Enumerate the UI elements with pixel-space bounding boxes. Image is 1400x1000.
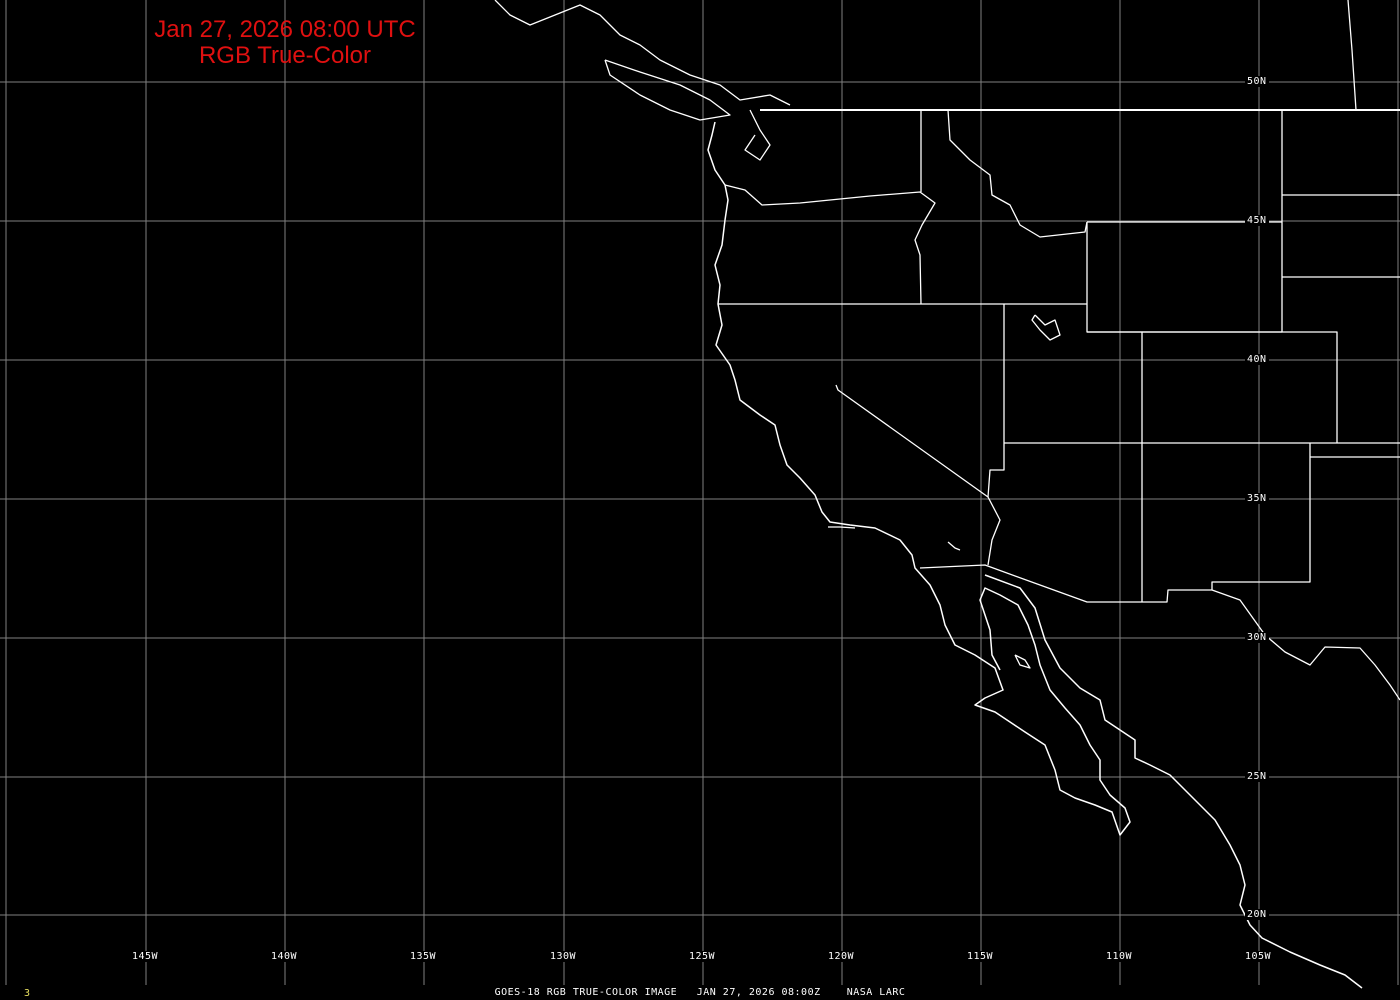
idaho-montana-border xyxy=(947,109,1088,238)
lon-label: 110W xyxy=(1104,951,1135,962)
lat-label: 50N xyxy=(1245,76,1269,87)
lon-label: 120W xyxy=(826,951,857,962)
boundaries xyxy=(494,0,1400,989)
frame-number: 3 xyxy=(24,988,31,999)
lat-label: 40N xyxy=(1245,354,1269,365)
lon-label: 125W xyxy=(687,951,718,962)
wyoming-border xyxy=(1086,222,1143,602)
ca-nv-diagonal xyxy=(835,384,1001,566)
great-salt-lake xyxy=(1031,314,1061,341)
lat-label: 20N xyxy=(1245,909,1269,920)
nm-east-border xyxy=(1211,443,1311,590)
nv-east-border xyxy=(987,304,1005,498)
wa-or-border xyxy=(724,184,936,305)
lake-salton xyxy=(947,541,961,551)
vancouver-island xyxy=(604,59,731,121)
gulf-islands xyxy=(1014,654,1031,669)
channel-islands xyxy=(828,526,856,529)
west-coast xyxy=(707,121,1131,836)
lat-label: 30N xyxy=(1245,632,1269,643)
image-caption: GOES-18 RGB TRUE-COLOR IMAGE JAN 27, 202… xyxy=(494,987,906,998)
colorado-border xyxy=(1142,331,1338,443)
lon-label: 145W xyxy=(130,951,161,962)
lon-label: 105W xyxy=(1243,951,1274,962)
puget-sound xyxy=(744,109,771,161)
lon-label: 115W xyxy=(965,951,996,962)
lat-label: 45N xyxy=(1245,215,1269,226)
lon-label: 140W xyxy=(269,951,300,962)
lon-label: 130W xyxy=(548,951,579,962)
lon-label: 135W xyxy=(408,951,439,962)
bc-coast xyxy=(494,0,791,106)
mexico-us-border xyxy=(919,564,1400,701)
canada-province-line xyxy=(1347,0,1357,111)
map-subtitle: RGB True-Color xyxy=(198,42,372,69)
map-title: Jan 27, 2026 08:00 UTC xyxy=(154,16,416,43)
mexico-mainland-coast xyxy=(984,574,1363,989)
lat-label: 25N xyxy=(1245,771,1269,782)
lat-label: 35N xyxy=(1245,493,1269,504)
